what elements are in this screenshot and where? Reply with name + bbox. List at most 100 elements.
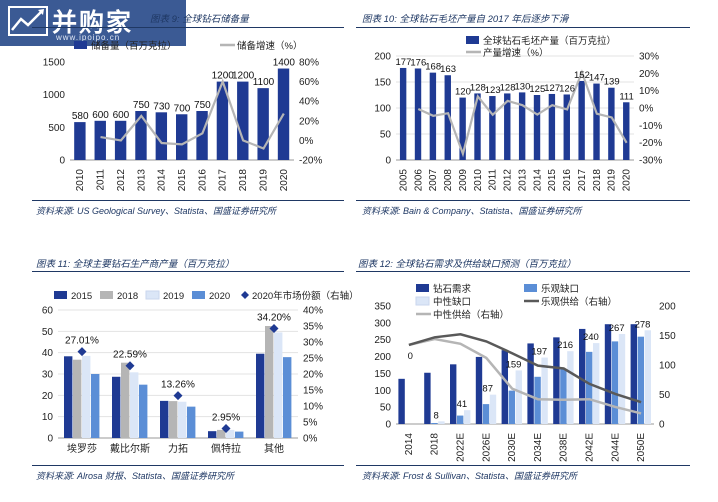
- c9-xtick: 2013: [136, 169, 147, 192]
- c12-bar-2: [567, 351, 574, 424]
- c12-ytick: 350: [374, 302, 391, 313]
- c12-bar-2: [593, 343, 600, 424]
- c12-y2tick: 50: [659, 390, 671, 401]
- c12-bar-2: [541, 357, 548, 424]
- c12-bar-2: [464, 410, 471, 424]
- c12-xtick: 2018: [430, 433, 441, 456]
- c9-xtick: 2011: [96, 169, 107, 191]
- chart12-source: 资料来源: Frost & Sullivan、Statista、国盛证券研究所: [362, 471, 578, 481]
- c10-xtick: 2006: [413, 169, 424, 192]
- c12-bar-2: [489, 394, 497, 424]
- c9-y2tick: 20%: [299, 116, 319, 127]
- c11-bar-2: [82, 355, 91, 438]
- c10-data-label: 147: [589, 73, 605, 84]
- c10-y2tick: -10%: [639, 121, 662, 132]
- c11-data-label: 22.59%: [113, 350, 147, 361]
- c9-y2tick: -20%: [299, 156, 322, 167]
- c11-bar-3: [91, 374, 100, 438]
- c11-ytick: 30: [42, 370, 54, 381]
- c10-bar-0: [608, 87, 615, 160]
- c11-y2tick: 30%: [303, 338, 323, 349]
- c10-y2tick: -20%: [639, 138, 662, 149]
- c10-data-label: 126: [559, 83, 575, 94]
- c12-bar-0: [475, 356, 483, 424]
- c10-bar-0: [593, 83, 600, 160]
- chart11-top-rule: [32, 271, 344, 272]
- c11-y2tick: 5%: [303, 418, 318, 429]
- c10-data-label: 168: [425, 62, 441, 73]
- c11-ytick: 60: [42, 306, 54, 317]
- c11-data-label: 34.20%: [257, 313, 291, 324]
- chart10-production: 0 50 100 150 200 -30% -20% -10% 0% 10% 20% 30% 177 17…: [374, 35, 662, 192]
- c12-data-label: 159: [506, 359, 522, 370]
- c12-legend-label: 钻石需求: [433, 283, 472, 295]
- c10-data-label: 128: [470, 82, 486, 93]
- chart11-bottom-rule: [32, 465, 344, 466]
- c9-bar-0: [94, 120, 106, 160]
- c10-data-label: 177: [396, 57, 412, 68]
- c9-xtick: 2017: [218, 169, 229, 192]
- c10-xtick: 2014: [532, 169, 543, 192]
- c9-y2tick: 40%: [299, 97, 319, 108]
- c9-xtick: 2020: [279, 169, 290, 192]
- c10-bar-0: [578, 80, 585, 160]
- c10-bar-0: [489, 96, 496, 160]
- c9-data-label: 1200: [212, 71, 235, 82]
- c12-bar-2: [644, 330, 651, 424]
- c9-data-label: 580: [72, 111, 89, 122]
- c10-ytick: 50: [380, 130, 392, 141]
- c10-data-label: 128: [500, 82, 516, 93]
- c12-data-label: 267: [609, 323, 625, 334]
- c10-xtick: 2013: [517, 169, 528, 192]
- c11-data-label: 13.26%: [161, 380, 195, 391]
- c12-y2tick: 200: [659, 302, 676, 313]
- c12-bar-1: [611, 341, 619, 424]
- c11-data-label: 27.01%: [65, 336, 99, 347]
- c11-marker: [77, 347, 87, 357]
- c10-xtick: 2016: [562, 169, 573, 192]
- c11-ytick: 50: [42, 327, 54, 338]
- c12-ytick: 300: [374, 318, 391, 329]
- c12-bar-0: [553, 337, 560, 424]
- c11-bar-2: [274, 332, 283, 438]
- c12-xtick: 2038E: [559, 433, 570, 462]
- c9-ytick: 500: [48, 123, 65, 134]
- c12-bar-2: [438, 421, 445, 424]
- c9-line-0: [100, 78, 285, 150]
- c10-xtick: 2018: [592, 169, 603, 192]
- c9-data-label: 700: [174, 103, 191, 114]
- c10-bar-0: [563, 94, 570, 160]
- c11-bar-0: [112, 376, 121, 438]
- c10-data-label: 120: [455, 87, 471, 98]
- c9-xtick: 2016: [197, 169, 208, 192]
- c9-bar-0: [74, 122, 86, 160]
- c11-ytick: 20: [42, 391, 54, 402]
- c11-y2tick: 35%: [303, 322, 323, 333]
- c10-xtick: 2009: [458, 169, 469, 192]
- c12-legend-swatch: [524, 284, 537, 292]
- c12-bar-1: [508, 390, 515, 424]
- c12-bar-1: [457, 415, 464, 424]
- c11-bar-1: [169, 401, 178, 438]
- c11-bar-3: [187, 406, 196, 438]
- c11-legend-swatch: [192, 291, 205, 299]
- c11-bar-2: [130, 372, 139, 438]
- c12-legend-label: 中性缺口: [433, 296, 471, 308]
- c12-bar-0: [450, 364, 457, 424]
- c11-legend-swatch: [100, 291, 113, 299]
- c10-xtick: 2008: [443, 169, 454, 192]
- c11-legend-label: 2020: [209, 291, 230, 302]
- c10-xtick: 2012: [503, 169, 514, 192]
- chart12-top-rule: [356, 271, 690, 272]
- c11-legend-label: 2018: [117, 291, 138, 302]
- c12-y2tick: 100: [659, 361, 676, 372]
- c10-y2tick: 10%: [639, 86, 659, 97]
- c12-legend-label: 中性供给（右轴）: [433, 309, 509, 321]
- c12-data-label: 8: [433, 410, 438, 421]
- c10-ytick: 200: [374, 52, 391, 63]
- c12-bar-0: [579, 328, 586, 424]
- chart9-title: 图表 9: 全球钻石储备量: [150, 14, 249, 25]
- c12-legend-swatch: [415, 296, 430, 306]
- c11-bar-1: [265, 326, 274, 438]
- c9-data-label: 600: [113, 110, 130, 121]
